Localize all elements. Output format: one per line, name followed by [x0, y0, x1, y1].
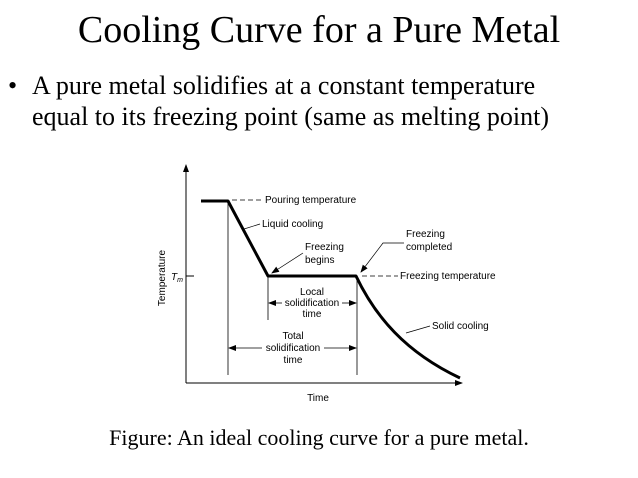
x-axis-label: Time	[307, 393, 329, 404]
local-solidification-label-3: time	[303, 309, 322, 320]
freezing-begins-label-1: Freezing	[305, 242, 344, 253]
freezing-completed-arrow	[360, 242, 404, 273]
cooling-curve	[201, 199, 461, 380]
solid-cooling-label: Solid cooling	[432, 321, 489, 332]
total-solidification-label-2: solidification	[266, 343, 320, 354]
pouring-temperature-label: Pouring temperature	[265, 195, 357, 206]
freezing-temperature-label: Freezing temperature	[400, 271, 496, 282]
local-solidification-label-2: solidification	[285, 298, 339, 309]
total-solidification-label-3: time	[284, 355, 303, 366]
liquid-cooling-leader	[243, 223, 261, 230]
slide-title: Cooling Curve for a Pure Metal	[77, 9, 561, 51]
bullet-marker: •	[8, 71, 18, 100]
freezing-begins-arrow	[271, 252, 304, 274]
local-solidification-label-1: Local	[300, 287, 324, 298]
bullet-line-1: A pure metal solidifies at a constant te…	[32, 71, 536, 100]
liquid-cooling-label: Liquid cooling	[262, 219, 323, 230]
y-axis-label: Temperature	[157, 249, 168, 306]
tm-label: Tm	[171, 272, 183, 284]
solid-cooling-leader	[405, 325, 431, 334]
bullet-text: A pure metal solidifies at a constant te…	[32, 70, 632, 132]
freezing-completed-label-2: completed	[406, 242, 452, 253]
freezing-begins-label-2: begins	[305, 255, 334, 266]
figure-caption: Figure: An ideal cooling curve for a pur…	[109, 425, 529, 450]
total-solidification-label-1: Total	[282, 331, 303, 342]
freezing-completed-label-1: Freezing	[406, 229, 445, 240]
tm-symbol: T	[171, 272, 178, 283]
bullet-line-2: equal to its freezing point (same as mel…	[32, 102, 549, 131]
tm-subscript: m	[177, 277, 183, 284]
